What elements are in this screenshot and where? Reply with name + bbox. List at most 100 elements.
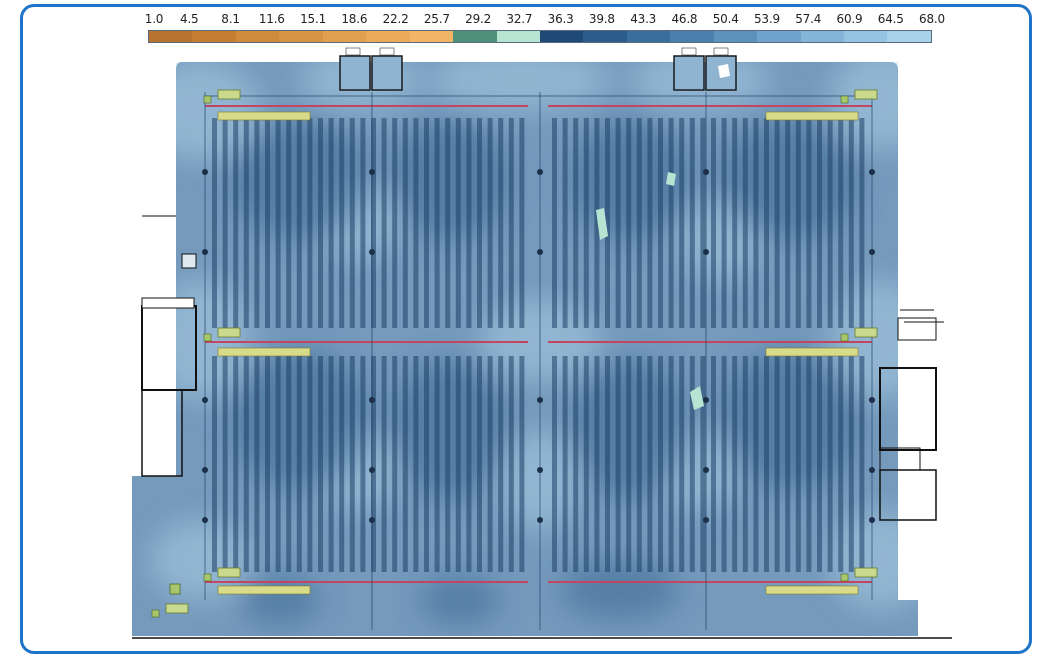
shelf-row <box>413 356 419 572</box>
scale-segment <box>583 31 627 42</box>
scale-segment <box>496 31 540 42</box>
legend-tick-label: 46.8 <box>671 12 698 26</box>
shelf-row <box>668 356 674 572</box>
shelf-row <box>827 356 833 572</box>
legend-tick-label: 39.8 <box>588 12 615 26</box>
zone-label-tag <box>217 111 311 121</box>
heat-blob <box>830 510 918 610</box>
shelf-row <box>402 118 408 328</box>
shelf-row <box>307 356 313 572</box>
shelf-row <box>508 118 514 328</box>
shelf-row <box>466 118 472 328</box>
shelf-row <box>583 356 589 572</box>
scale-segment <box>670 31 714 42</box>
shelf-row <box>668 118 674 328</box>
shelf-row <box>360 118 366 328</box>
column-dot <box>869 467 875 473</box>
legend-tick-label: 64.5 <box>877 12 904 26</box>
shelf-row <box>753 356 759 572</box>
scale-segment <box>453 31 497 42</box>
shelf-row <box>721 118 727 328</box>
shelf-row <box>764 356 769 572</box>
column-dot <box>537 517 543 523</box>
shelf-row <box>233 118 239 328</box>
shelf-row <box>689 118 695 328</box>
access-point-marker <box>854 567 878 578</box>
shelf-row <box>647 118 653 328</box>
shelf-row <box>817 356 822 572</box>
column-dot <box>369 397 375 403</box>
scale-segment <box>757 31 801 42</box>
shelf-row <box>647 356 653 572</box>
shelf-row <box>764 118 769 328</box>
column-dot <box>869 249 875 255</box>
scale-segment <box>279 31 323 42</box>
column-dot <box>703 517 709 523</box>
shelf-row <box>700 356 706 572</box>
shelf-row <box>371 356 376 572</box>
shelf-row <box>795 356 801 572</box>
column-dot <box>202 169 208 175</box>
access-point-marker <box>854 327 878 338</box>
access-point-icon <box>203 95 212 104</box>
shelf-row <box>721 356 727 572</box>
column-dot <box>369 169 375 175</box>
access-point-icon <box>169 583 181 595</box>
shelf-row <box>848 118 854 328</box>
shelf-row <box>265 356 270 572</box>
top-room <box>371 55 403 91</box>
shelving-rows <box>212 118 865 572</box>
legend-tick-label: 50.4 <box>712 12 739 26</box>
shelf-row <box>594 356 600 572</box>
column-dot <box>202 397 208 403</box>
shelf-row <box>742 118 748 328</box>
shelf-row <box>413 118 419 328</box>
shelf-row <box>318 356 323 572</box>
access-point-icon <box>840 573 849 582</box>
shelf-row <box>222 118 228 328</box>
heat-blob <box>420 575 500 625</box>
legend-tick-label: 60.9 <box>836 12 863 26</box>
shelf-row <box>838 118 844 328</box>
shelf-row <box>774 356 780 572</box>
column-dot <box>869 169 875 175</box>
shelf-row <box>339 118 345 328</box>
access-point-marker <box>217 89 241 100</box>
shelf-row <box>392 356 398 572</box>
column-dot <box>202 249 208 255</box>
shelf-row <box>605 356 610 572</box>
access-point-icon <box>840 95 849 104</box>
shelf-row <box>349 118 355 328</box>
heat-blob <box>140 62 260 160</box>
access-point-marker <box>165 603 189 614</box>
shelf-row <box>339 356 345 572</box>
access-point-icon <box>203 573 212 582</box>
column-dot <box>869 517 875 523</box>
zone-label-tag <box>765 347 859 357</box>
left-room <box>141 389 183 477</box>
legend-tick-labels: 1.0 4.5 8.1 11.6 15.1 18.6 22.2 25.7 29.2 32.7 36.… <box>144 12 945 28</box>
shelf-row <box>817 118 822 328</box>
shelf-row <box>455 118 461 328</box>
legend-tick-label: 68.0 <box>919 12 945 26</box>
shelf-row <box>774 118 780 328</box>
legend-tick-label: 1.0 <box>144 12 164 26</box>
column-dot <box>369 249 375 255</box>
shelf-row <box>243 118 249 328</box>
shelf-row <box>286 356 292 572</box>
scale-segment <box>149 31 193 42</box>
legend-tick-label: 22.2 <box>382 12 409 26</box>
shelf-row <box>243 356 249 572</box>
shelf-row <box>455 356 461 572</box>
column-dot <box>202 467 208 473</box>
right-room <box>879 447 921 471</box>
shelf-row <box>732 118 738 328</box>
column-dot <box>703 397 709 403</box>
scale-segment <box>409 31 454 42</box>
legend-tick-label: 29.2 <box>465 12 492 26</box>
access-point-icon <box>151 609 160 618</box>
shelf-row <box>605 118 610 328</box>
scale-segment <box>844 31 888 42</box>
zone-label-tag <box>765 111 859 121</box>
